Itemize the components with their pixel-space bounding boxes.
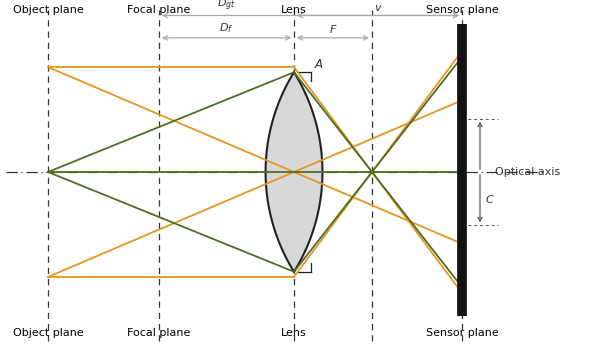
Text: $A$: $A$ xyxy=(314,57,323,71)
Text: Object plane: Object plane xyxy=(13,5,83,15)
Text: $C$: $C$ xyxy=(485,193,494,205)
Text: $F$: $F$ xyxy=(329,23,337,35)
Text: $v$: $v$ xyxy=(374,3,382,13)
Text: $D_f$: $D_f$ xyxy=(220,21,233,35)
Text: Sensor plane: Sensor plane xyxy=(425,329,499,338)
Text: Focal plane: Focal plane xyxy=(127,5,191,15)
Text: Object plane: Object plane xyxy=(13,329,83,338)
Text: Sensor plane: Sensor plane xyxy=(425,5,499,15)
Polygon shape xyxy=(266,72,322,272)
Text: Optical axis: Optical axis xyxy=(495,167,560,177)
Text: Lens: Lens xyxy=(281,5,307,15)
Text: Focal plane: Focal plane xyxy=(127,329,191,338)
Text: Lens: Lens xyxy=(281,329,307,338)
Text: $D_{gt}$: $D_{gt}$ xyxy=(217,0,236,13)
